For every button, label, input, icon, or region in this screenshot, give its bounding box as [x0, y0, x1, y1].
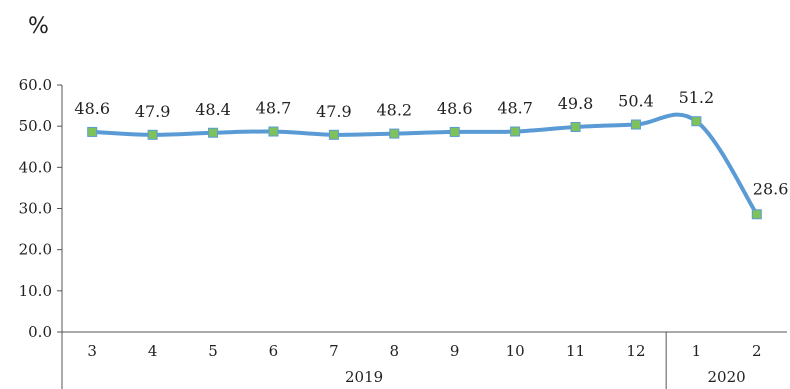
data-label: 48.7 [497, 99, 533, 118]
x-tick-label: 8 [390, 342, 400, 360]
data-marker [268, 126, 279, 137]
data-markers [87, 116, 762, 220]
data-marker [449, 126, 460, 137]
data-marker [87, 126, 98, 137]
data-marker [510, 126, 521, 137]
x-tick-label: 11 [566, 342, 585, 360]
data-marker [208, 127, 219, 138]
data-label: 50.4 [618, 92, 654, 111]
data-label: 51.2 [679, 88, 715, 107]
y-tick-label: 50.0 [19, 117, 52, 135]
data-labels: 48.6 47.9 48.4 48.7 47.9 48.2 48.6 48.7 49.8 50.4… [74, 88, 788, 198]
data-marker [570, 121, 581, 132]
data-marker [630, 119, 641, 130]
x-tick-labels: 3 4 5 6 7 8 9 10 11 12 1 2 [87, 342, 761, 360]
series-line [90, 112, 759, 217]
data-label: 48.6 [437, 99, 473, 118]
y-tick-label: 10.0 [19, 282, 52, 300]
data-marker [328, 129, 339, 140]
x-tick-label: 10 [506, 342, 525, 360]
y-tick-label: 60.0 [19, 76, 52, 94]
year-group-labels: 2019 2020 [345, 332, 746, 389]
data-marker [147, 129, 158, 140]
data-label: 28.6 [753, 179, 789, 198]
data-label: 48.2 [376, 101, 412, 120]
data-label: 47.9 [316, 102, 352, 121]
data-label: 49.8 [558, 94, 594, 113]
y-tick-label: 40.0 [19, 158, 52, 176]
x-tick-label: 4 [148, 342, 158, 360]
x-tick-label: 1 [692, 342, 702, 360]
y-tick-label: 0.0 [28, 323, 52, 341]
year-group-label: 2020 [707, 368, 745, 386]
data-label: 47.9 [135, 102, 171, 121]
x-tick-label: 7 [329, 342, 339, 360]
year-group-label: 2019 [345, 368, 383, 386]
data-label: 48.4 [195, 100, 231, 119]
x-tick-label: 5 [208, 342, 218, 360]
x-tick-label: 6 [269, 342, 279, 360]
data-label: 48.6 [74, 99, 110, 118]
y-axis-unit-label: % [28, 14, 49, 39]
x-tick-label: 3 [87, 342, 97, 360]
y-tick-label: 30.0 [19, 200, 52, 218]
axes [61, 85, 787, 389]
x-tick-label: 12 [626, 342, 645, 360]
data-label: 48.7 [256, 99, 292, 118]
x-tick-label: 9 [450, 342, 460, 360]
data-marker [691, 116, 702, 127]
y-tick-label: 20.0 [19, 241, 52, 259]
x-tick-label: 2 [752, 342, 762, 360]
data-marker [751, 209, 762, 220]
data-marker [389, 128, 400, 139]
y-tick-labels: 0.0 10.0 20.0 30.0 40.0 50.0 60.0 [19, 76, 62, 341]
